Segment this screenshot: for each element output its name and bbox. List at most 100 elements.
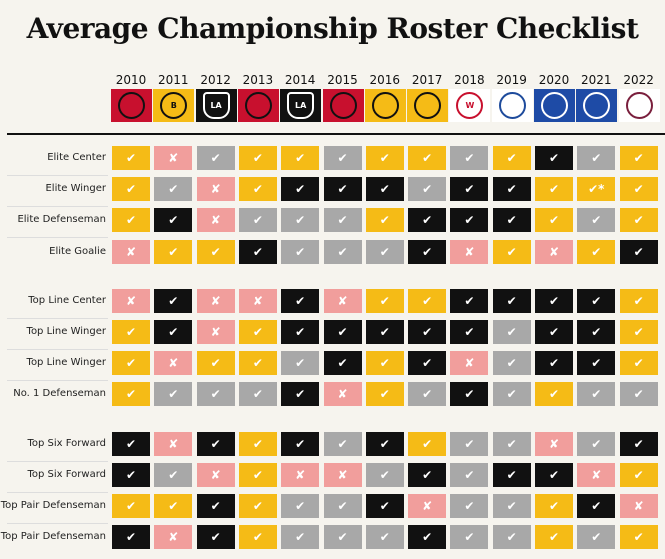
checklist-cell: ✔ — [577, 382, 616, 407]
checklist-cell: ✔ — [112, 462, 150, 487]
checklist-cell: ✔ — [492, 382, 531, 407]
penguins-emblem-icon — [371, 92, 399, 119]
checklist-cell: ✘ — [196, 320, 235, 344]
checklist-cell: ✔ — [323, 239, 362, 264]
lightning-emblem-icon — [583, 92, 611, 119]
checklist-cell: ✔ — [619, 431, 658, 456]
checklist-cell: ✔ — [492, 239, 531, 264]
checklist-cell: ✔ — [619, 351, 658, 376]
checklist-cell: ✘ — [323, 382, 362, 407]
checklist-cell: ✔ — [450, 208, 489, 233]
blackhawks-emblem-icon — [118, 92, 145, 119]
checklist-cell: ✔ — [196, 239, 235, 264]
checklist-cell: ✔ — [450, 494, 489, 518]
checklist-cell: ✔ — [619, 208, 658, 233]
year-label: 2020 — [538, 73, 570, 87]
checklist-cell: ✘ — [154, 351, 193, 376]
row-separator — [7, 206, 108, 208]
checklist-cell: ✔ — [408, 177, 447, 202]
checklist-cell: ✔ — [492, 320, 531, 344]
checklist-cell: ✔ — [238, 239, 277, 264]
row-label: Elite Center — [47, 152, 106, 163]
kings-logo: LA — [280, 89, 322, 122]
checklist-cell: ✔ — [535, 382, 573, 407]
checklist-cell: ✔ — [281, 320, 320, 344]
checklist-cell: ✔ — [154, 494, 193, 518]
row-label: Top Line Center — [28, 294, 106, 306]
checklist-cell: ✔ — [492, 351, 531, 376]
blues-emblem-icon — [498, 92, 526, 119]
checklist-cell: ✔ — [365, 494, 404, 518]
checklist-cell: ✔ — [535, 146, 573, 170]
capitals-emblem-icon: W — [456, 92, 484, 119]
checklist-cell: ✔ — [577, 494, 616, 518]
checklist-cell: ✔ — [196, 146, 235, 170]
checklist-cell: ✘ — [450, 239, 489, 264]
checklist-cell: ✔ — [281, 494, 320, 518]
checklist-cell: ✔ — [577, 146, 616, 170]
checklist-cell: ✔ — [408, 431, 447, 456]
checklist-cell: ✔ — [408, 208, 447, 233]
checklist-cell: ✔ — [408, 525, 447, 550]
checklist-cell: ✔ — [450, 177, 489, 202]
lightning-logo — [576, 89, 618, 122]
checklist-cell: ✔ — [577, 431, 616, 456]
year-label: 2010 — [115, 73, 147, 87]
year-label: 2019 — [496, 73, 527, 87]
year-label: 2015 — [327, 73, 358, 87]
row-label: Elite Goalie — [49, 245, 106, 257]
checklist-cell: ✔ — [281, 177, 320, 202]
checklist-cell: ✔ — [238, 146, 277, 170]
checklist-cell: ✔ — [535, 525, 573, 550]
checklist-cell: ✔ — [281, 146, 320, 170]
checklist-cell: ✔ — [112, 525, 150, 550]
checklist-cell: ✔ — [238, 431, 277, 456]
checklist-cell: ✔ — [281, 431, 320, 456]
checklist-cell: ✔ — [408, 351, 447, 376]
row-separator — [7, 317, 108, 319]
checklist-cell: ✘ — [112, 239, 150, 264]
year-label: 2018 — [454, 73, 485, 87]
checklist-cell: ✔ — [281, 239, 320, 264]
checklist-cell: ✔ — [323, 351, 362, 376]
year-label: 2022 — [623, 73, 654, 87]
checklist-cell: ✔ — [450, 431, 489, 456]
checklist-cell: ✔ — [365, 382, 404, 407]
header-divider — [7, 133, 665, 135]
checklist-cell: ✘ — [535, 239, 573, 264]
checklist-cell: ✔ — [365, 431, 404, 456]
checklist-cell: ✘ — [154, 525, 193, 550]
row-label: Elite Winger — [45, 183, 106, 195]
checklist-cell: ✔ — [112, 146, 150, 170]
checklist-cell: ✔ — [492, 462, 531, 487]
checklist-cell: ✔ — [281, 351, 320, 376]
checklist-cell: ✔ — [323, 177, 362, 202]
checklist-cell: ✔ — [450, 525, 489, 550]
row-label: Top Pair Defenseman — [0, 531, 106, 543]
kings-logo: LA — [195, 89, 237, 122]
checklist-cell: ✔ — [408, 462, 447, 487]
checklist-cell: ✔ — [450, 320, 489, 344]
checklist-cell: ✔ — [154, 288, 193, 313]
checklist-cell: ✔ — [492, 288, 531, 313]
avalanche-emblem-icon — [625, 92, 653, 119]
checklist-cell: ✔ — [535, 494, 573, 518]
checklist-cell: ✔ — [323, 320, 362, 344]
checklist-cell: ✔ — [577, 525, 616, 550]
checklist-cell: ✔ — [450, 462, 489, 487]
checklist-cell: ✘ — [154, 431, 193, 456]
checklist-cell: ✔ — [408, 382, 447, 407]
checklist-cell: ✔ — [619, 525, 658, 550]
checklist-cell: ✔ — [154, 239, 193, 264]
year-label: 2014 — [284, 73, 316, 87]
row-separator — [7, 175, 108, 176]
checklist-cell: ✘ — [535, 431, 573, 456]
checklist-cell: ✘ — [323, 462, 362, 487]
checklist-cell: ✔ — [196, 525, 235, 550]
row-label: Top Line Winger — [26, 357, 106, 369]
row-separator — [7, 523, 108, 524]
checklist-cell: ✔ — [323, 494, 362, 518]
checklist-cell: ✔ — [238, 525, 277, 550]
checklist-cell: ✘ — [196, 462, 235, 487]
avalanche-logo — [618, 89, 660, 122]
